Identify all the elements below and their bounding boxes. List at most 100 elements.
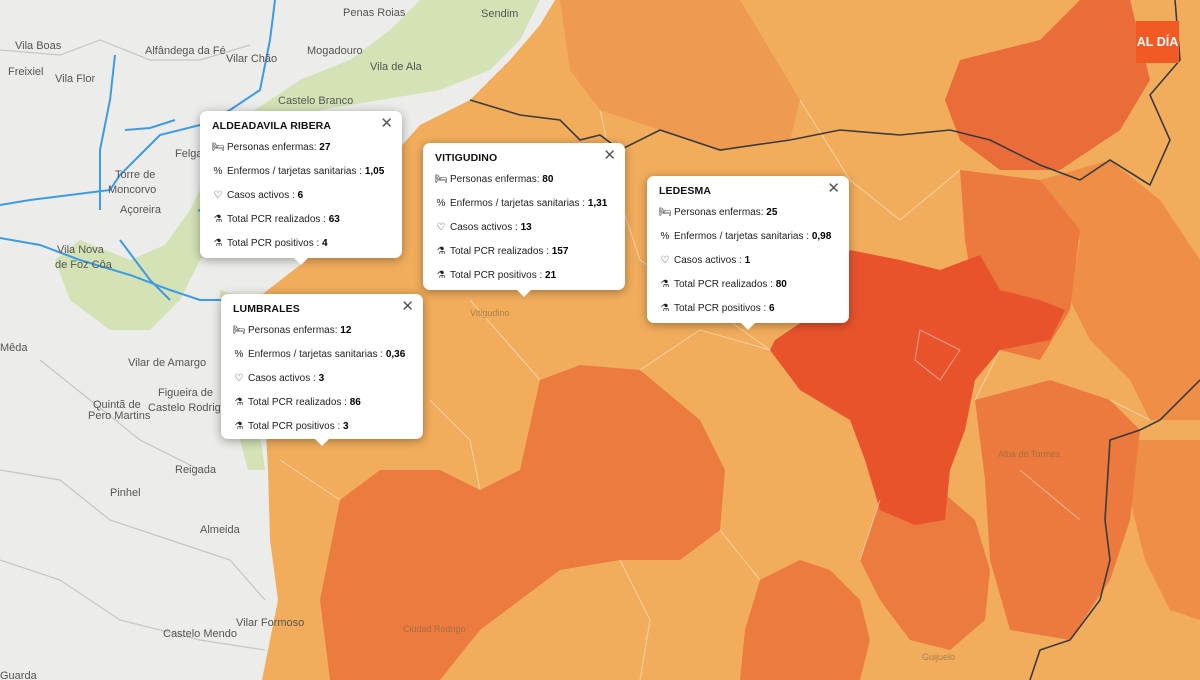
region-mid-east[interactable]: [1040, 160, 1200, 420]
stat-value: 4: [322, 238, 328, 249]
stat-value: 1,05: [364, 166, 385, 177]
place-label: Castelo Mendo: [163, 628, 237, 640]
stat-row: ⚗ Total PCR positivos : 6: [659, 302, 837, 326]
close-icon[interactable]: ✕: [401, 298, 414, 315]
place-label: Sendim: [481, 8, 518, 20]
place-label: Vitigudino: [470, 308, 509, 318]
region-dark-northeast[interactable]: [945, 0, 1150, 170]
stat-value: 80: [775, 279, 787, 290]
percent-icon: %: [213, 166, 223, 177]
bed-icon: 🛏: [659, 207, 672, 218]
heartbeat-icon: ♡: [234, 373, 244, 384]
popup-title: LEDESMA: [659, 185, 712, 197]
stat-row: ♡ Casos activos : 3: [233, 372, 411, 396]
bed-icon: 🛏: [233, 325, 246, 336]
heartbeat-icon: ♡: [436, 222, 446, 233]
stat-label: Total PCR positivos :: [227, 238, 323, 249]
stat-row: % Enfermos / tarjetas sanitarias : 0,36: [233, 348, 411, 372]
stat-row: ⚗ Total PCR realizados : 80: [659, 278, 837, 302]
stat-label: Enfermos / tarjetas sanitarias :: [248, 349, 386, 360]
stat-label: Total PCR positivos :: [674, 303, 770, 314]
bed-icon: 🛏: [435, 174, 448, 185]
place-label: Vila de Ala: [370, 61, 423, 73]
place-label: de Foz Côa: [55, 259, 113, 271]
stat-row: ⚗ Total PCR realizados : 157: [435, 245, 613, 269]
spain-place-labels: Vitigudino Alba de Tormes Ciudad Rodrigo…: [403, 308, 1061, 662]
stat-value: 21: [545, 270, 557, 281]
place-label: Felgar: [175, 148, 207, 160]
flask-icon: ⚗: [660, 279, 670, 290]
stat-label: Casos activos :: [674, 255, 745, 266]
stat-label: Total PCR positivos :: [450, 270, 546, 281]
place-label: Castelo Branco: [278, 95, 353, 107]
place-label: Reigada: [175, 464, 217, 476]
stat-value: 13: [520, 222, 532, 233]
popup-lumbrales: ✕ LUMBRALES 🛏 Personas enfermas: 12 % Enfe…: [221, 294, 423, 446]
stat-row: ⚗ Total PCR realizados : 63: [212, 213, 390, 237]
stat-value: 1: [744, 255, 751, 266]
flask-icon: ⚗: [436, 246, 446, 257]
al-dia-logo: AL DÍA: [1136, 21, 1179, 63]
place-label: Vilar Chão: [226, 53, 277, 65]
stat-row: ⚗ Total PCR realizados : 86: [233, 396, 411, 420]
stat-value: 0,98: [811, 231, 832, 242]
stat-row: ♡ Casos activos : 6: [212, 189, 390, 213]
stat-label: Casos activos :: [227, 190, 298, 201]
stat-value: 0,36: [385, 349, 406, 360]
flask-icon: ⚗: [213, 214, 223, 225]
stat-row: ⚗ Total PCR positivos : 21: [435, 269, 613, 293]
stat-value: 80: [542, 174, 554, 185]
region-dark-alba[interactable]: [975, 380, 1140, 640]
percent-icon: %: [436, 198, 446, 209]
stat-value: 63: [328, 214, 340, 225]
place-label: Vilar Formoso: [236, 617, 304, 629]
stat-value: 12: [340, 325, 352, 336]
place-label: Vila Nova: [57, 244, 105, 256]
stat-value: 1,31: [587, 198, 608, 209]
place-labels: Penas Roias Sendim Vila Boas Alfândega d…: [0, 7, 518, 680]
place-label: Pero Martins: [88, 410, 151, 422]
close-icon[interactable]: ✕: [603, 147, 616, 164]
region-mid-southeast[interactable]: [1130, 440, 1200, 620]
stat-label: Enfermos / tarjetas sanitarias :: [674, 231, 812, 242]
place-label: Torre de: [115, 169, 155, 181]
stat-label: Casos activos :: [450, 222, 521, 233]
stat-value: 3: [343, 421, 349, 432]
close-icon[interactable]: ✕: [380, 115, 393, 132]
stat-value: 27: [319, 142, 331, 153]
stat-label: Total PCR realizados :: [227, 214, 329, 225]
popup-title: VITIGUDINO: [435, 152, 498, 164]
stat-label: Personas enfermas:: [248, 325, 341, 336]
place-label: Alfândega da Fé: [145, 45, 226, 57]
stat-row: 🛏 Personas enfermas: 12: [233, 324, 411, 348]
natural-park-area: [55, 0, 540, 330]
close-icon[interactable]: ✕: [827, 180, 840, 197]
region-dark-guijuelo[interactable]: [860, 490, 990, 650]
flask-icon: ⚗: [213, 238, 223, 249]
place-label: Ciudad Rodrigo: [403, 624, 466, 634]
place-label: Mêda: [0, 342, 28, 354]
stat-label: Personas enfermas:: [674, 207, 767, 218]
province-boundary: [469, 0, 1200, 680]
place-label: Guarda: [0, 670, 38, 680]
place-label: Mogadouro: [307, 45, 363, 57]
flask-icon: ⚗: [234, 421, 244, 432]
percent-icon: %: [660, 231, 670, 242]
stat-label: Enfermos / tarjetas sanitarias :: [450, 198, 588, 209]
place-label: Almeida: [200, 524, 241, 536]
region-dark-southwest[interactable]: [320, 365, 725, 680]
popup-title: LUMBRALES: [233, 303, 300, 315]
stat-label: Total PCR realizados :: [248, 397, 350, 408]
region-dark-south[interactable]: [740, 560, 870, 680]
stat-row: ⚗ Total PCR positivos : 3: [233, 420, 411, 444]
stat-label: Total PCR realizados :: [674, 279, 776, 290]
place-label: Moncorvo: [108, 184, 156, 196]
place-label: Penas Roias: [343, 7, 406, 19]
place-label: Pinhel: [110, 487, 141, 499]
popup-title: ALDEADAVILA RIBERA: [212, 120, 332, 132]
region-mid-north[interactable]: [560, 0, 800, 150]
stat-label: Total PCR realizados :: [450, 246, 552, 257]
stat-row: % Enfermos / tarjetas sanitarias : 1,05: [212, 165, 390, 189]
stat-row: 🛏 Personas enfermas: 80: [435, 173, 613, 197]
